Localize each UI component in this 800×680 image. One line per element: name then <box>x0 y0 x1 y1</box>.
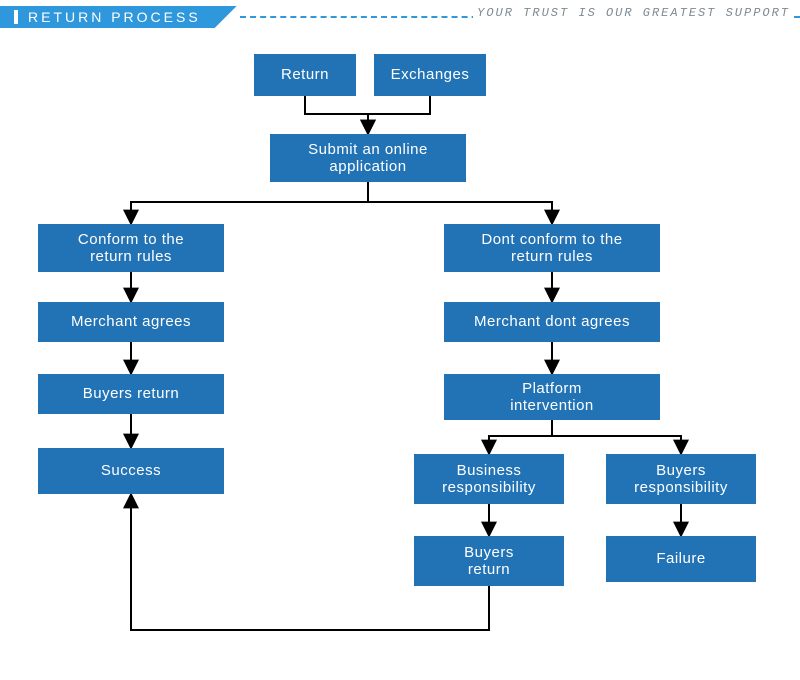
node-mdisagree: Merchant dont agrees <box>444 302 660 342</box>
node-submit: Submit an onlineapplication <box>270 134 466 182</box>
header-slogan: YOUR TRUST IS OUR GREATEST SUPPORT <box>473 6 794 20</box>
edge-platform-buyresp <box>552 420 681 454</box>
tab-accent-icon <box>14 10 18 24</box>
node-return: Return <box>254 54 356 96</box>
node-conform: Conform to thereturn rules <box>38 224 224 272</box>
node-exchanges: Exchanges <box>374 54 486 96</box>
header-title: RETURN PROCESS <box>28 9 201 25</box>
node-platform: Platformintervention <box>444 374 660 420</box>
edge-return-submit <box>305 96 368 134</box>
flow-edges <box>0 34 800 680</box>
node-notconform: Dont conform to thereturn rules <box>444 224 660 272</box>
edge-submit-notconform <box>368 182 552 224</box>
node-failure: Failure <box>606 536 756 582</box>
node-buyret1: Buyers return <box>38 374 224 414</box>
header-tab: RETURN PROCESS <box>0 6 237 28</box>
edge-platform-bizresp <box>489 420 552 454</box>
node-success: Success <box>38 448 224 494</box>
header-bar: RETURN PROCESS YOUR TRUST IS OUR GREATES… <box>0 0 800 34</box>
edge-submit-conform <box>131 182 368 224</box>
node-buyresp: Buyersresponsibility <box>606 454 756 504</box>
node-buyret2: Buyersreturn <box>414 536 564 586</box>
return-process-flowchart: Return Exchanges Submit an onlineapplicati… <box>0 34 800 680</box>
node-bizresp: Businessresponsibility <box>414 454 564 504</box>
node-magree: Merchant agrees <box>38 302 224 342</box>
edge-exchanges-submit <box>368 96 430 134</box>
